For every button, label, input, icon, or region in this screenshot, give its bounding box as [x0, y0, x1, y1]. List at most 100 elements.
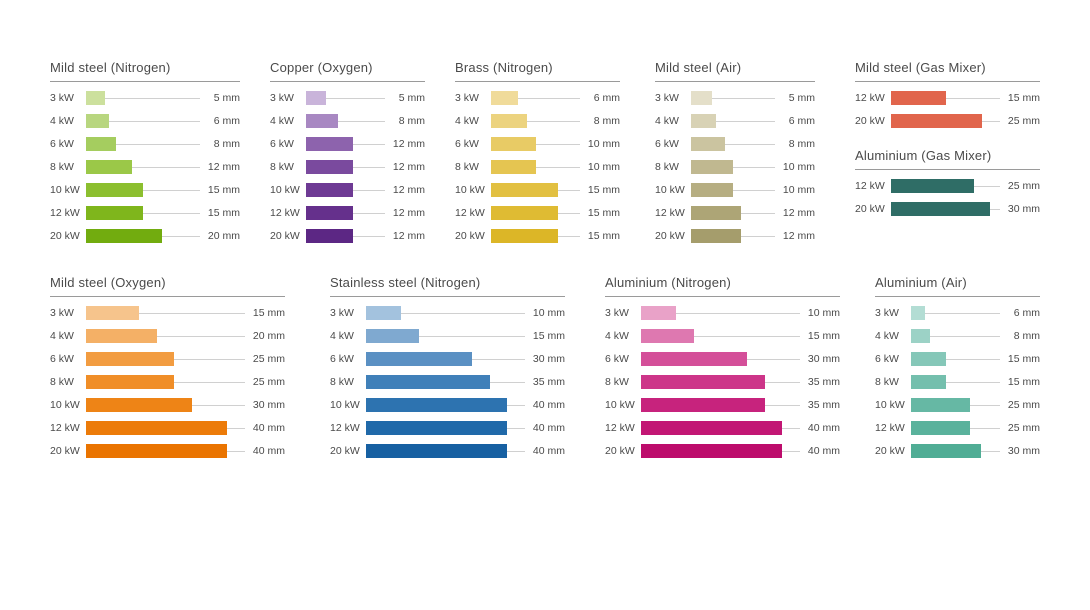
bar-container	[691, 88, 775, 108]
kw-label: 8 kW	[330, 376, 366, 388]
mm-label: 15 mm	[200, 184, 240, 196]
chart-row: 8 kW10 mm	[655, 157, 815, 177]
mm-label: 10 mm	[580, 161, 620, 173]
bar-container	[891, 111, 1000, 131]
bar-container	[366, 418, 525, 438]
bar-container	[911, 395, 1000, 415]
bar-container	[641, 349, 800, 369]
chart-row: 10 kW35 mm	[605, 395, 840, 415]
bar	[491, 91, 518, 105]
kw-label: 6 kW	[655, 138, 691, 150]
kw-label: 8 kW	[655, 161, 691, 173]
kw-label: 4 kW	[875, 330, 911, 342]
bar-container	[86, 372, 245, 392]
kw-label: 20 kW	[655, 230, 691, 242]
bar-container	[366, 326, 525, 346]
bar	[891, 91, 946, 105]
mm-label: 8 mm	[200, 138, 240, 150]
chart-row: 12 kW40 mm	[605, 418, 840, 438]
bar-container	[911, 349, 1000, 369]
mm-label: 12 mm	[385, 161, 425, 173]
bar-container	[911, 303, 1000, 323]
bar-container	[306, 203, 385, 223]
kw-label: 8 kW	[605, 376, 641, 388]
bar-container	[86, 441, 245, 461]
bar	[366, 421, 507, 435]
chart-row: 4 kW6 mm	[50, 111, 240, 131]
chart-title: Aluminium (Gas Mixer)	[855, 148, 1040, 163]
kw-label: 8 kW	[270, 161, 306, 173]
kw-label: 10 kW	[455, 184, 491, 196]
mm-label: 25 mm	[1000, 422, 1040, 434]
kw-label: 4 kW	[655, 115, 691, 127]
bar-container	[491, 88, 580, 108]
kw-label: 3 kW	[655, 92, 691, 104]
mm-label: 40 mm	[525, 399, 565, 411]
bar	[86, 137, 116, 151]
chart-row: 12 kW 15 mm	[50, 203, 240, 223]
divider	[50, 296, 285, 297]
bar	[641, 375, 765, 389]
kw-label: 20 kW	[50, 230, 86, 242]
kw-label: 3 kW	[330, 307, 366, 319]
mm-label: 15 mm	[1000, 376, 1040, 388]
kw-label: 10 kW	[50, 399, 86, 411]
kw-label: 12 kW	[50, 207, 86, 219]
bar	[366, 398, 507, 412]
kw-label: 20 kW	[270, 230, 306, 242]
mm-label: 30 mm	[525, 353, 565, 365]
mm-label: 12 mm	[775, 230, 815, 242]
bar-container	[691, 111, 775, 131]
divider	[855, 169, 1040, 170]
chart-title: Mild steel (Nitrogen)	[50, 60, 240, 75]
bar	[911, 444, 981, 458]
mm-label: 12 mm	[385, 230, 425, 242]
chart-aluminium-gas-mixer: Aluminium (Gas Mixer)12 kW25 mm20 kW30 m…	[855, 148, 1040, 222]
mm-label: 6 mm	[1000, 307, 1040, 319]
bar	[911, 375, 946, 389]
kw-label: 20 kW	[605, 445, 641, 457]
bar-container	[891, 88, 1000, 108]
chart-row: 8 kW15 mm	[875, 372, 1040, 392]
bar-container	[86, 203, 200, 223]
kw-label: 20 kW	[855, 203, 891, 215]
chart-grid: Mild steel (Nitrogen)3 kW5 mm4 kW6 mm6 k…	[50, 60, 1040, 580]
chart-title: Mild steel (Air)	[655, 60, 815, 75]
mm-label: 8 mm	[385, 115, 425, 127]
bar	[491, 229, 558, 243]
mm-label: 15 mm	[200, 207, 240, 219]
mm-label: 6 mm	[200, 115, 240, 127]
kw-label: 12 kW	[875, 422, 911, 434]
bar-container	[306, 157, 385, 177]
mm-label: 40 mm	[525, 422, 565, 434]
chart-row: 3 kW6 mm	[455, 88, 620, 108]
bar	[86, 329, 157, 343]
kw-label: 4 kW	[455, 115, 491, 127]
kw-label: 6 kW	[455, 138, 491, 150]
chart-row: 20 kW40 mm	[605, 441, 840, 461]
chart-row: 10 kW12 mm	[270, 180, 425, 200]
bar	[641, 306, 676, 320]
kw-label: 4 kW	[50, 330, 86, 342]
kw-label: 4 kW	[605, 330, 641, 342]
chart-row: 8 kW25 mm	[50, 372, 285, 392]
mm-label: 12 mm	[775, 207, 815, 219]
bar	[86, 352, 174, 366]
bar-container	[306, 134, 385, 154]
bar-container	[366, 303, 525, 323]
divider	[875, 296, 1040, 297]
mm-label: 40 mm	[800, 422, 840, 434]
bar	[86, 421, 227, 435]
bar-container	[691, 157, 775, 177]
bar	[306, 137, 353, 151]
bar-container	[911, 326, 1000, 346]
chart-brass-nitrogen: Brass (Nitrogen)3 kW6 mm4 kW8 mm6 kW10 m…	[455, 60, 620, 249]
mm-label: 15 mm	[580, 207, 620, 219]
divider	[855, 81, 1040, 82]
chart-row: 4 kW8 mm	[875, 326, 1040, 346]
bar-container	[491, 226, 580, 246]
chart-title: Aluminium (Nitrogen)	[605, 275, 840, 290]
chart-row: 10 kW25 mm	[875, 395, 1040, 415]
mm-label: 40 mm	[245, 445, 285, 457]
bar	[86, 444, 227, 458]
